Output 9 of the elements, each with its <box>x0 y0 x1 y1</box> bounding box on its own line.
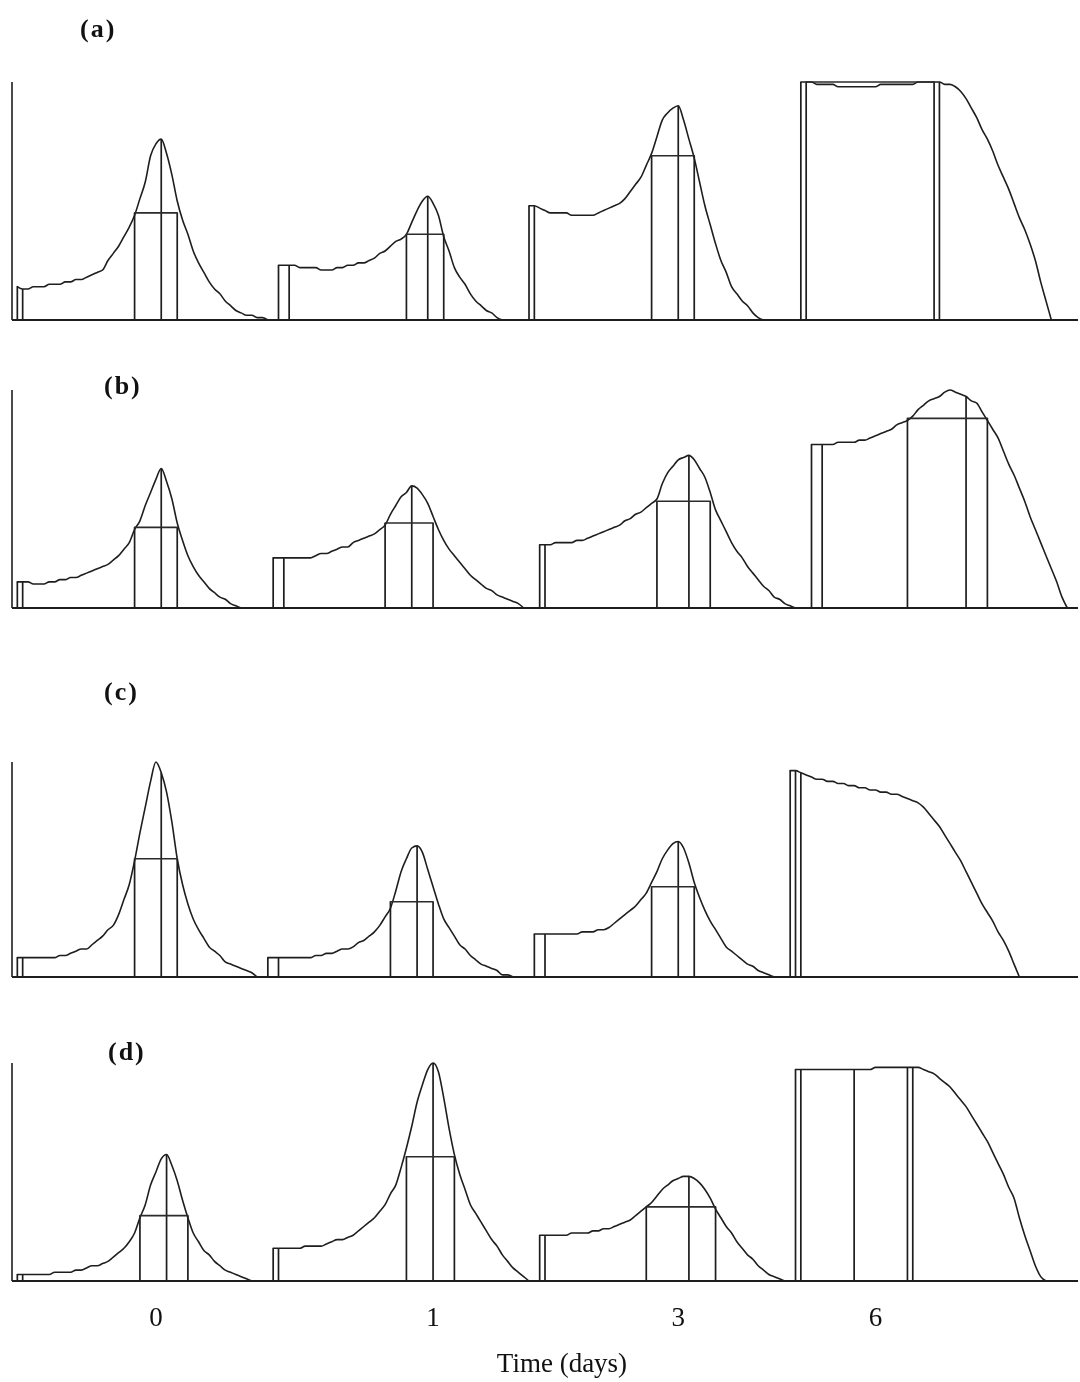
x-tick-label: 1 <box>426 1302 440 1332</box>
x-tick-label: 3 <box>671 1302 685 1332</box>
chart-title: (c) <box>104 677 139 706</box>
chart-title: (a) <box>80 14 117 43</box>
x-tick-label: 6 <box>868 1302 883 1332</box>
chart-title: (d) <box>108 1037 146 1066</box>
x-tick-label: 0 <box>149 1302 163 1332</box>
chart-title: (b) <box>104 371 142 400</box>
x-axis-title: Time (days) <box>496 1348 628 1378</box>
